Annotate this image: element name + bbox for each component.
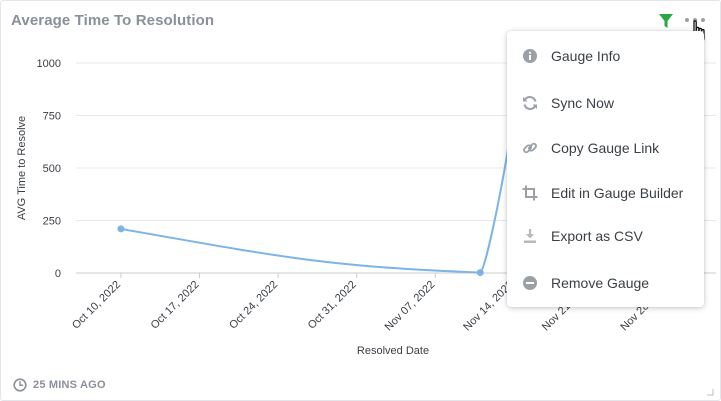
x-tick-label: Oct 17, 2022 — [149, 279, 202, 332]
resize-handle-icon[interactable] — [706, 388, 714, 396]
y-axis-title: AVG Time to Resolve — [16, 116, 28, 220]
sync-icon — [521, 94, 539, 112]
x-axis-title: Resolved Date — [357, 345, 429, 357]
menu-item-remove-gauge[interactable]: Remove Gauge — [507, 264, 704, 302]
data-point — [117, 225, 125, 233]
last-updated-text: 25 MINS AGO — [33, 379, 106, 391]
menu-item-label: Copy Gauge Link — [551, 140, 660, 156]
menu-item-label: Export as CSV — [551, 228, 643, 244]
y-tick-label: 0 — [55, 268, 61, 280]
download-icon — [521, 227, 539, 245]
y-tick-label: 250 — [43, 216, 61, 228]
info-icon — [521, 47, 539, 65]
x-tick-label: Oct 24, 2022 — [227, 279, 280, 332]
clock-icon — [13, 378, 27, 392]
menu-item-gauge-info[interactable]: Gauge Info — [507, 37, 704, 75]
series-line — [120, 104, 515, 274]
y-tick-label: 500 — [43, 163, 61, 175]
last-updated: 25 MINS AGO — [13, 378, 106, 392]
data-point — [476, 269, 484, 277]
y-tick-label: 1000 — [37, 58, 61, 70]
x-tick-label: Oct 31, 2022 — [306, 279, 359, 332]
y-tick-label: 750 — [43, 111, 61, 123]
menu-item-label: Sync Now — [551, 95, 615, 111]
menu-item-label: Edit in Gauge Builder — [551, 185, 684, 201]
menu-item-label: Gauge Info — [551, 48, 621, 64]
menu-item-label: Remove Gauge — [551, 275, 650, 291]
menu-item-edit-in-gauge-builder[interactable]: Edit in Gauge Builder — [507, 174, 704, 212]
crop-icon — [521, 184, 539, 202]
x-tick-label: Nov 07, 2022 — [383, 279, 438, 334]
gauge-title: Average Time To Resolution — [11, 12, 215, 29]
remove-icon — [521, 274, 539, 292]
gauge-options-menu: Gauge Info Sync Now Copy Gauge Link — [507, 31, 704, 307]
link-icon — [521, 139, 539, 157]
menu-item-copy-gauge-link[interactable]: Copy Gauge Link — [507, 129, 704, 167]
x-tick-label: Oct 10, 2022 — [70, 279, 123, 332]
menu-item-export-as-csv[interactable]: Export as CSV — [507, 217, 704, 255]
filter-icon[interactable] — [658, 13, 674, 29]
menu-item-sync-now[interactable]: Sync Now — [507, 84, 704, 122]
